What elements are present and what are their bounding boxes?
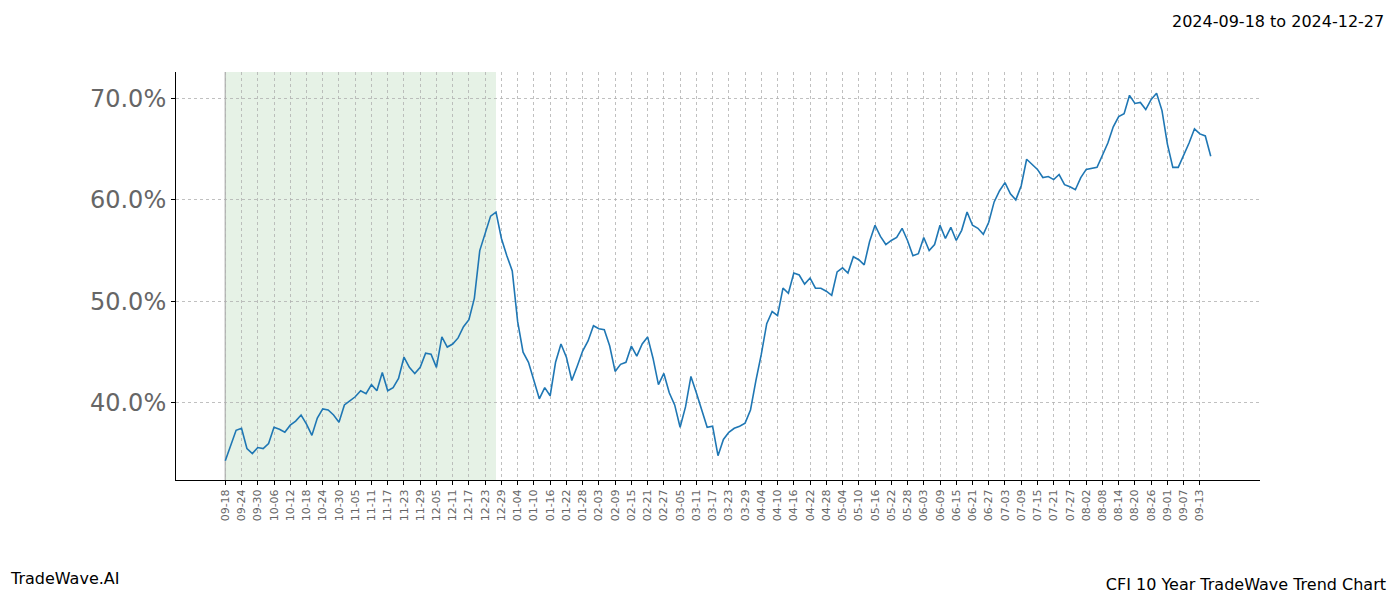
svg-text:02-09: 02-09 [609,489,622,521]
svg-text:11-11: 11-11 [365,489,378,521]
svg-text:02-27: 02-27 [657,489,670,521]
svg-text:02-21: 02-21 [641,489,654,521]
svg-text:10-30: 10-30 [333,489,346,521]
svg-text:02-15: 02-15 [625,489,638,521]
svg-text:2024-09-18 to 2024-12-27: 2024-09-18 to 2024-12-27 [1172,12,1384,31]
svg-text:01-04: 01-04 [511,489,524,521]
svg-text:04-10: 04-10 [771,489,784,521]
svg-text:11-05: 11-05 [349,489,362,521]
svg-text:08-26: 08-26 [1145,489,1158,521]
svg-text:50.0%: 50.0% [90,288,166,316]
svg-text:01-16: 01-16 [544,489,557,521]
svg-text:03-17: 03-17 [706,489,719,521]
svg-text:10-12: 10-12 [284,489,297,521]
svg-text:12-05: 12-05 [430,489,443,521]
svg-text:09-13: 09-13 [1193,489,1206,521]
svg-text:60.0%: 60.0% [90,186,166,214]
svg-text:07-21: 07-21 [1047,489,1060,521]
svg-text:05-10: 05-10 [852,489,865,521]
svg-text:07-03: 07-03 [999,489,1012,521]
svg-text:02-03: 02-03 [592,489,605,521]
svg-text:05-22: 05-22 [885,489,898,521]
svg-text:12-17: 12-17 [463,489,476,521]
svg-text:CFI 10 Year TradeWave Trend Ch: CFI 10 Year TradeWave Trend Chart [1106,575,1386,594]
svg-text:03-29: 03-29 [739,489,752,521]
svg-text:06-27: 06-27 [982,489,995,521]
svg-text:12-29: 12-29 [495,489,508,521]
svg-text:10-18: 10-18 [300,489,313,521]
svg-text:05-04: 05-04 [836,489,849,521]
svg-text:04-22: 04-22 [804,489,817,521]
svg-text:08-02: 08-02 [1080,489,1093,521]
svg-text:03-05: 03-05 [674,489,687,521]
svg-text:09-24: 09-24 [235,489,248,521]
svg-text:04-04: 04-04 [755,489,768,521]
svg-text:TradeWave.AI: TradeWave.AI [10,569,119,588]
svg-text:08-08: 08-08 [1096,489,1109,521]
svg-text:11-23: 11-23 [398,489,411,521]
svg-text:01-28: 01-28 [576,489,589,521]
svg-text:06-09: 06-09 [934,489,947,521]
svg-text:12-23: 12-23 [479,489,492,521]
svg-text:04-28: 04-28 [820,489,833,521]
svg-text:07-09: 07-09 [1015,489,1028,521]
svg-text:12-11: 12-11 [446,489,459,521]
svg-text:10-06: 10-06 [268,489,281,521]
svg-text:01-22: 01-22 [560,489,573,521]
svg-text:06-15: 06-15 [950,489,963,521]
svg-text:40.0%: 40.0% [90,389,166,417]
svg-text:10-24: 10-24 [316,489,329,521]
svg-text:09-30: 09-30 [251,489,264,521]
svg-text:09-18: 09-18 [219,489,232,521]
svg-text:09-07: 09-07 [1177,489,1190,521]
svg-text:06-03: 06-03 [917,489,930,521]
svg-text:05-28: 05-28 [901,489,914,521]
svg-text:03-11: 03-11 [690,489,703,521]
svg-text:01-10: 01-10 [527,489,540,521]
svg-text:11-29: 11-29 [414,489,427,521]
svg-text:06-21: 06-21 [966,489,979,521]
svg-text:08-14: 08-14 [1112,489,1125,521]
svg-text:07-15: 07-15 [1031,489,1044,521]
svg-text:03-23: 03-23 [722,489,735,521]
svg-text:04-16: 04-16 [787,489,800,521]
svg-text:70.0%: 70.0% [90,85,166,113]
svg-text:08-20: 08-20 [1128,489,1141,521]
svg-text:09-01: 09-01 [1161,489,1174,521]
svg-text:05-16: 05-16 [869,489,882,521]
svg-text:11-17: 11-17 [381,489,394,521]
svg-text:07-27: 07-27 [1064,489,1077,521]
